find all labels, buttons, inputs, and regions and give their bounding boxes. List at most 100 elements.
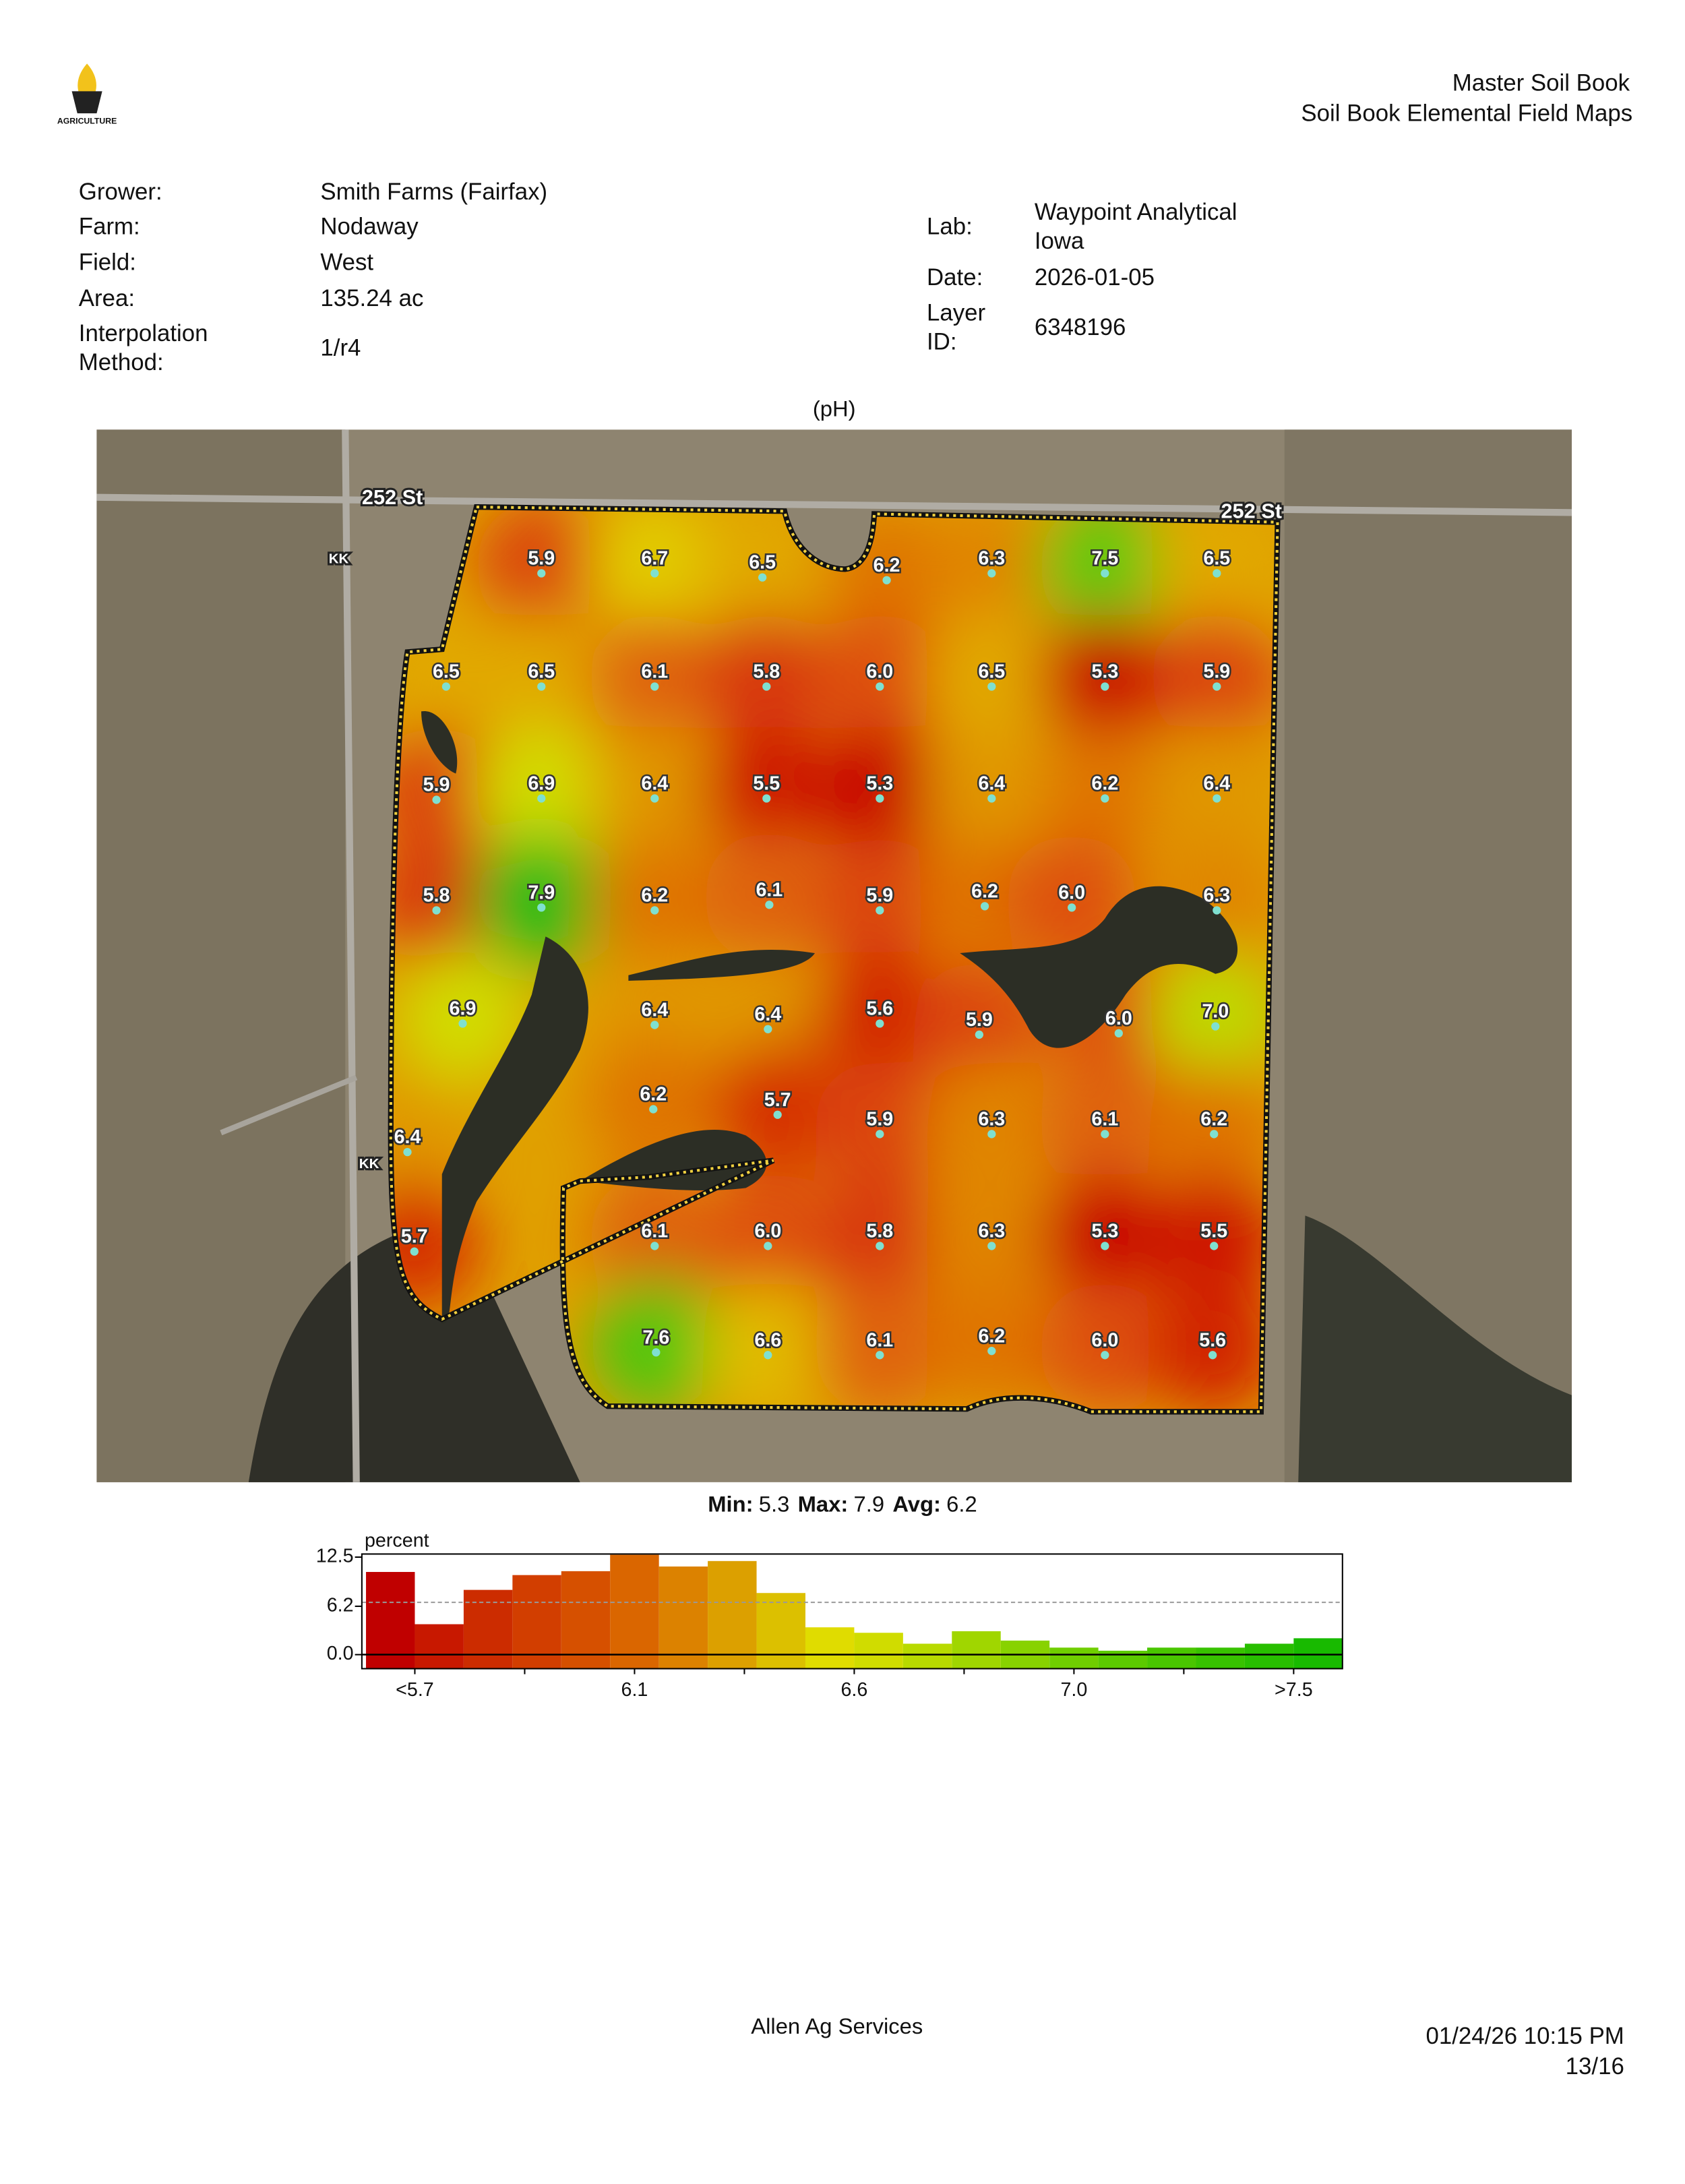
sample-dot [1114,1029,1123,1038]
heat-blob [1146,1281,1278,1412]
sample-value: 6.5 [978,661,1005,683]
heat-blob [1148,953,1278,1086]
sample-value: 6.5 [1203,548,1230,570]
sample-value: 6.3 [978,1221,1005,1242]
info-value: Waypoint Analytical [1035,199,1237,225]
heat-blob [588,837,721,970]
info-value: Iowa [1035,228,1084,254]
heat-blob [474,613,608,746]
road-label: 252 St [362,485,423,509]
sample-dot [1211,1022,1220,1031]
sample-dot [650,682,659,691]
heat-blob [1038,1281,1171,1412]
sample-dot [432,906,441,915]
sample-value: 6.4 [978,773,1005,795]
sample-dot [980,902,989,911]
sample-dot [876,906,884,915]
sample-value: 6.4 [641,773,668,795]
sample-value: 6.2 [641,885,668,907]
sample-dot [987,1347,996,1356]
sample-points: 5.9 6.7 6.5 6.2 6.3 7.5 6.5 6.5 6.5 6.1 5.8 6.0 6.5 5… [392,546,1232,1360]
bar [854,1633,903,1669]
sample-dot [876,1019,884,1028]
heat-blob [588,1172,721,1306]
sample-value: 5.3 [1091,661,1118,683]
sample-value: 6.1 [641,661,668,683]
heat-blob [701,1281,834,1412]
heat-blob [925,1060,1058,1194]
sample-dot [987,1242,996,1250]
heat-blob [396,950,529,1083]
heat-blob [474,725,608,858]
bar [366,1572,415,1669]
sample-dot [987,1130,996,1139]
road-label: 252 St [1221,499,1282,522]
sample-value: 6.5 [749,552,776,574]
stat-label: Min: [708,1491,753,1516]
heat-blob [813,725,946,858]
bar [1293,1638,1343,1669]
map-title: (pH) [813,396,856,421]
bar [708,1560,757,1669]
heat-blob [1150,613,1278,746]
sample-value: 5.8 [866,1221,893,1242]
stat-value: 5.3 [759,1491,790,1516]
heat-blob [1038,507,1171,633]
heat-blob [1147,1172,1278,1306]
heat-blob [813,837,946,970]
info-label: Field: [79,249,136,276]
heat-blob [925,1277,1058,1411]
x-tick-label: >7.5 [1275,1679,1313,1701]
sample-dot [1213,569,1221,578]
stats-line: Min: 5.3 Max: 7.9 Avg: 6.2 [708,1491,977,1516]
sample-value: 6.1 [866,1329,893,1351]
sample-dot [1101,1130,1109,1139]
sample-value: 6.2 [971,880,998,902]
sample-value: 6.5 [528,661,555,683]
sample-value: 6.9 [528,773,555,795]
info-label: Farm: [79,213,140,239]
sample-value: 5.9 [528,548,555,570]
heat-blob [1150,725,1278,858]
info-block: Grower: Smith Farms (Fairfax) Farm: Nodaway… [79,179,1237,375]
sample-dot [764,1025,772,1033]
sample-value: 6.0 [754,1221,781,1242]
sample-dot [764,1351,772,1360]
info-label: Lab: [927,213,973,239]
info-value: Smith Farms (Fairfax) [320,179,547,205]
sample-value: 5.3 [1091,1221,1118,1242]
plot-frame [361,1553,1343,1670]
heat-map [390,507,1278,1412]
sample-dot [432,795,441,804]
sample-dot [987,794,996,803]
info-label: Layer [927,299,986,326]
sample-dot [975,1030,984,1039]
info-label: ID: [927,329,957,355]
y-tick-label: 0.0 [327,1643,354,1664]
heat-blob [703,831,836,965]
heat-blob [925,507,1058,633]
footer-company: Allen Ag Services [751,2013,923,2038]
bar [1049,1647,1099,1669]
heat-blob [813,613,946,746]
sample-value: 5.5 [1200,1221,1227,1242]
stat-label: Max: [798,1491,849,1516]
heat-blob [390,1079,474,1212]
sample-dot [882,576,891,584]
sample-value: 7.9 [528,882,555,903]
info-value: 1/r4 [320,335,361,361]
heat-blob [925,1172,1058,1306]
sample-value: 5.8 [423,885,450,907]
sample-value: 6.2 [978,1325,1005,1347]
x-tick-label: <5.7 [396,1679,434,1701]
sample-value: 5.7 [401,1226,428,1248]
sample-dot [1213,682,1221,691]
sample-dot [764,1242,772,1250]
sample-value: 6.5 [433,661,460,683]
sample-dot [537,682,546,691]
sample-dot [1210,1130,1219,1139]
sample-value: 6.6 [754,1329,781,1351]
heat-blob [1147,1060,1278,1194]
info-value: 2026-01-05 [1035,264,1155,291]
y-axis-label: percent [365,1530,429,1552]
